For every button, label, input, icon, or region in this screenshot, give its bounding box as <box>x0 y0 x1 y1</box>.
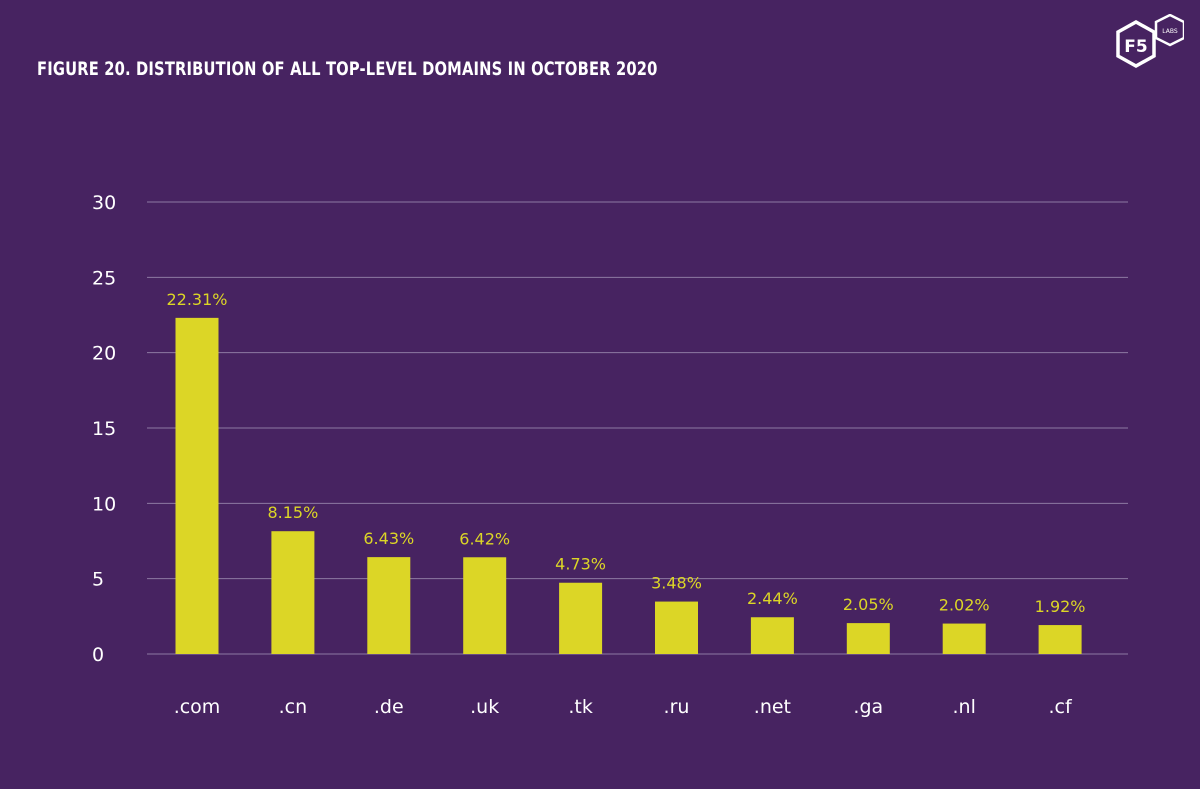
bar <box>463 557 507 654</box>
y-axis-ticks: 0 5 10 15 20 25 30 <box>92 192 116 666</box>
category-label: .net <box>754 696 791 718</box>
category-label: .com <box>174 696 221 718</box>
f5-labs-logo: F5 LABS <box>1116 14 1184 69</box>
category-label: .cn <box>279 696 308 718</box>
y-tick-label: 20 <box>92 343 116 365</box>
category-label: .tk <box>568 696 593 718</box>
bar <box>367 557 411 654</box>
y-tick-label: 30 <box>92 192 116 214</box>
bar <box>655 601 698 654</box>
bars <box>175 317 1082 654</box>
value-labels: 22.31% 8.15% 6.43% 6.42% 4.73% 3.48% 2.44% 2.05… <box>166 290 1085 616</box>
bar <box>175 317 219 654</box>
bar <box>1038 625 1082 654</box>
category-label: .ga <box>853 696 883 718</box>
value-label: 4.73% <box>555 555 606 574</box>
category-label: .uk <box>470 696 499 718</box>
y-tick-label: 10 <box>92 493 116 515</box>
category-label: .nl <box>953 696 976 718</box>
value-label: 3.48% <box>651 574 702 593</box>
logo-badge-text: LABS <box>1162 28 1178 35</box>
value-label: 1.92% <box>1035 597 1086 616</box>
y-tick-label: 25 <box>92 267 116 289</box>
category-label: .cf <box>1049 696 1073 718</box>
y-tick-label: 5 <box>92 569 104 591</box>
y-tick-label: 15 <box>92 418 116 440</box>
y-tick-label: 0 <box>92 644 104 666</box>
logo-text: F5 <box>1124 37 1147 57</box>
value-label: 2.05% <box>843 595 894 614</box>
bar <box>942 623 986 654</box>
bar <box>750 617 794 654</box>
value-label: 2.02% <box>939 596 990 615</box>
category-label: .ru <box>664 696 690 718</box>
value-label: 22.31% <box>166 290 227 309</box>
grid-lines <box>147 201 1128 655</box>
category-label: .de <box>374 696 404 718</box>
chart-title: FIGURE 20. DISTRIBUTION OF ALL TOP-LEVEL… <box>37 58 658 80</box>
value-label: 2.44% <box>747 589 798 608</box>
bar <box>846 623 890 654</box>
value-label: 8.15% <box>267 503 318 522</box>
value-label: 6.42% <box>459 529 510 548</box>
category-labels: .com .cn .de .uk .tk .ru .net .ga .nl .cf <box>174 696 1073 718</box>
bar <box>271 531 315 654</box>
value-label: 6.43% <box>363 529 414 548</box>
bar <box>559 582 603 654</box>
